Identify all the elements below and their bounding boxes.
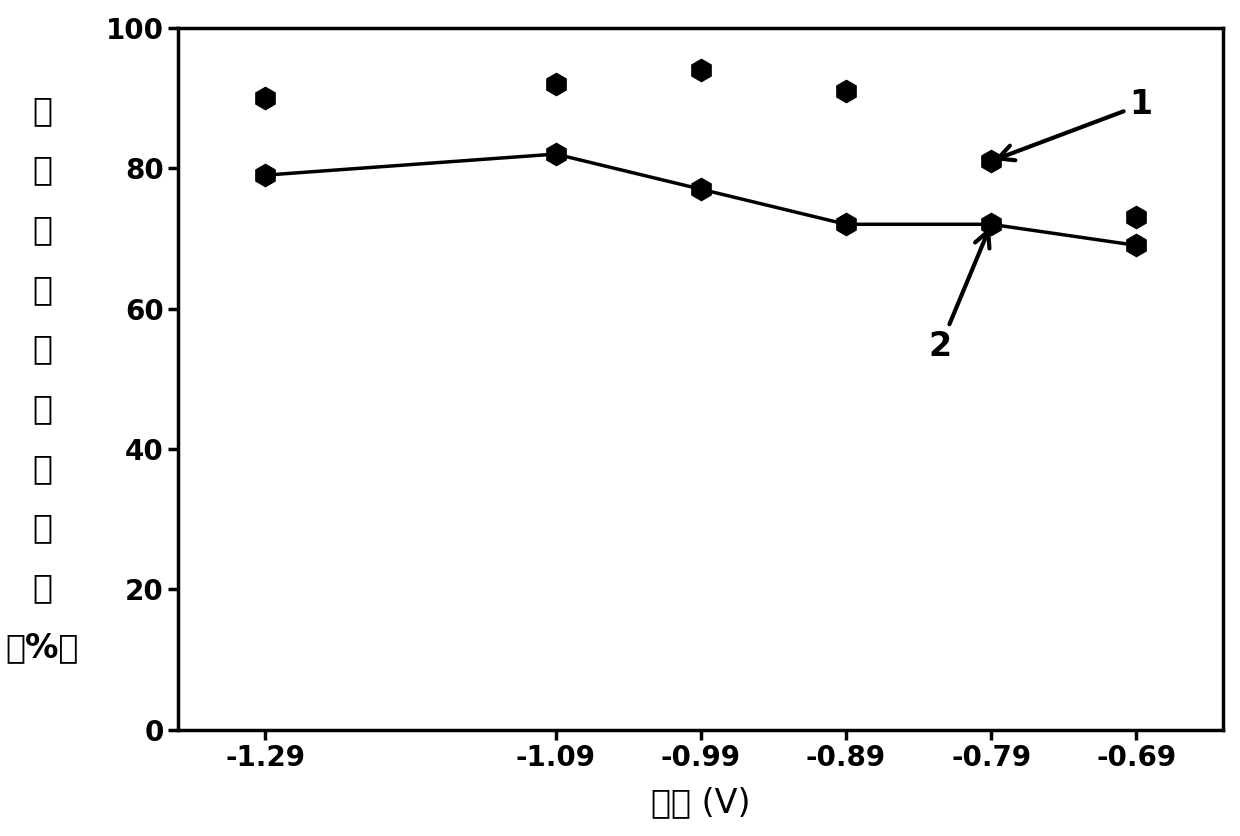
Text: 一: 一 bbox=[32, 153, 52, 186]
Text: 拉: 拉 bbox=[32, 392, 52, 426]
Text: 法: 法 bbox=[32, 333, 52, 365]
Text: 效: 效 bbox=[32, 512, 52, 544]
Text: 1: 1 bbox=[998, 89, 1152, 161]
Text: 率: 率 bbox=[32, 571, 52, 604]
X-axis label: 电压 (V): 电压 (V) bbox=[651, 787, 750, 819]
Text: 第: 第 bbox=[32, 451, 52, 485]
Text: （%）: （%） bbox=[6, 631, 79, 664]
Text: 碳: 碳 bbox=[32, 94, 52, 127]
Text: 2: 2 bbox=[929, 231, 990, 363]
Text: 物: 物 bbox=[32, 273, 52, 306]
Text: 产: 产 bbox=[32, 213, 52, 246]
